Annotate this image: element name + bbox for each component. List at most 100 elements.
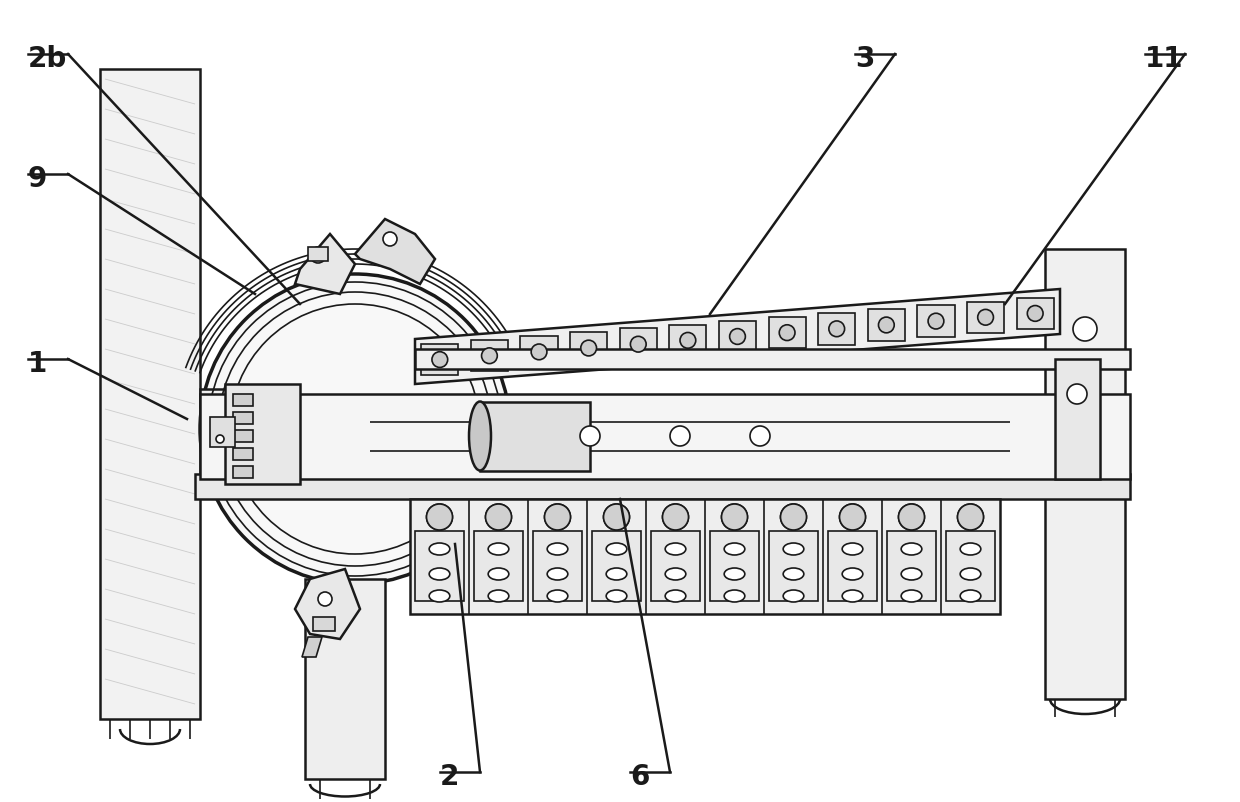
Circle shape [839, 504, 866, 530]
Ellipse shape [960, 569, 981, 581]
Circle shape [200, 274, 510, 585]
Circle shape [580, 341, 596, 356]
Ellipse shape [547, 569, 568, 581]
Circle shape [481, 348, 497, 364]
Circle shape [957, 504, 983, 530]
Bar [591, 532, 641, 602]
Bar [868, 310, 905, 342]
Circle shape [1073, 318, 1097, 342]
Circle shape [780, 504, 806, 530]
Ellipse shape [489, 590, 508, 602]
Circle shape [317, 592, 332, 606]
Circle shape [977, 310, 993, 326]
Ellipse shape [842, 569, 863, 581]
Bar [1055, 359, 1100, 480]
Bar [415, 350, 1130, 370]
Bar [233, 448, 253, 460]
Circle shape [580, 427, 600, 447]
Bar [711, 532, 759, 602]
Ellipse shape [665, 543, 686, 555]
Text: 9: 9 [29, 164, 47, 192]
Polygon shape [100, 70, 200, 719]
Bar [769, 532, 818, 602]
Polygon shape [355, 220, 435, 285]
Ellipse shape [606, 569, 627, 581]
Text: 3: 3 [856, 45, 874, 73]
Bar [818, 314, 856, 345]
Bar [195, 475, 1130, 500]
Circle shape [383, 233, 397, 247]
Polygon shape [415, 290, 1060, 384]
Circle shape [899, 504, 925, 530]
Bar [312, 618, 335, 631]
Ellipse shape [429, 569, 450, 581]
Circle shape [486, 504, 511, 530]
Bar [422, 344, 459, 376]
Ellipse shape [960, 543, 981, 555]
Circle shape [662, 504, 688, 530]
Circle shape [662, 504, 688, 530]
Bar [200, 395, 1130, 480]
Bar [670, 325, 707, 357]
Bar [471, 341, 508, 372]
Ellipse shape [469, 402, 491, 471]
Bar [308, 248, 329, 261]
Ellipse shape [901, 590, 921, 602]
Bar [1045, 249, 1125, 699]
Circle shape [750, 427, 770, 447]
Circle shape [722, 504, 748, 530]
Ellipse shape [901, 569, 921, 581]
Bar [233, 395, 253, 407]
Circle shape [729, 329, 745, 345]
Bar [233, 467, 253, 479]
Circle shape [604, 504, 630, 530]
Ellipse shape [547, 543, 568, 555]
Circle shape [1066, 384, 1087, 404]
Ellipse shape [724, 569, 745, 581]
Circle shape [604, 504, 630, 530]
Ellipse shape [429, 590, 450, 602]
Circle shape [828, 322, 844, 338]
Bar [719, 322, 756, 353]
Circle shape [957, 504, 983, 530]
Circle shape [779, 326, 795, 341]
Bar [533, 532, 582, 602]
Bar [946, 532, 994, 602]
Bar [410, 500, 999, 614]
Bar [224, 384, 300, 484]
Circle shape [486, 504, 511, 530]
Ellipse shape [665, 590, 686, 602]
Ellipse shape [606, 543, 627, 555]
Ellipse shape [784, 590, 804, 602]
Text: 1: 1 [29, 350, 47, 378]
Bar [305, 579, 384, 779]
Circle shape [310, 248, 326, 264]
Polygon shape [295, 235, 355, 294]
Bar [651, 532, 701, 602]
Circle shape [670, 427, 689, 447]
Circle shape [544, 504, 570, 530]
Bar [967, 302, 1004, 334]
Bar [480, 403, 590, 472]
Circle shape [899, 504, 925, 530]
Circle shape [427, 504, 453, 530]
Ellipse shape [665, 569, 686, 581]
Ellipse shape [606, 590, 627, 602]
Bar [415, 532, 464, 602]
Bar [887, 532, 936, 602]
Ellipse shape [960, 590, 981, 602]
Ellipse shape [842, 590, 863, 602]
Circle shape [216, 435, 224, 444]
Bar [233, 412, 253, 424]
Bar [521, 337, 558, 368]
Text: 2: 2 [440, 762, 459, 790]
Text: 2b: 2b [29, 45, 67, 73]
Ellipse shape [489, 569, 508, 581]
Text: 11: 11 [1145, 45, 1183, 73]
Circle shape [839, 504, 866, 530]
Bar [474, 532, 523, 602]
Circle shape [780, 504, 806, 530]
Bar [769, 318, 806, 349]
Bar [210, 418, 236, 448]
Circle shape [1027, 306, 1043, 322]
